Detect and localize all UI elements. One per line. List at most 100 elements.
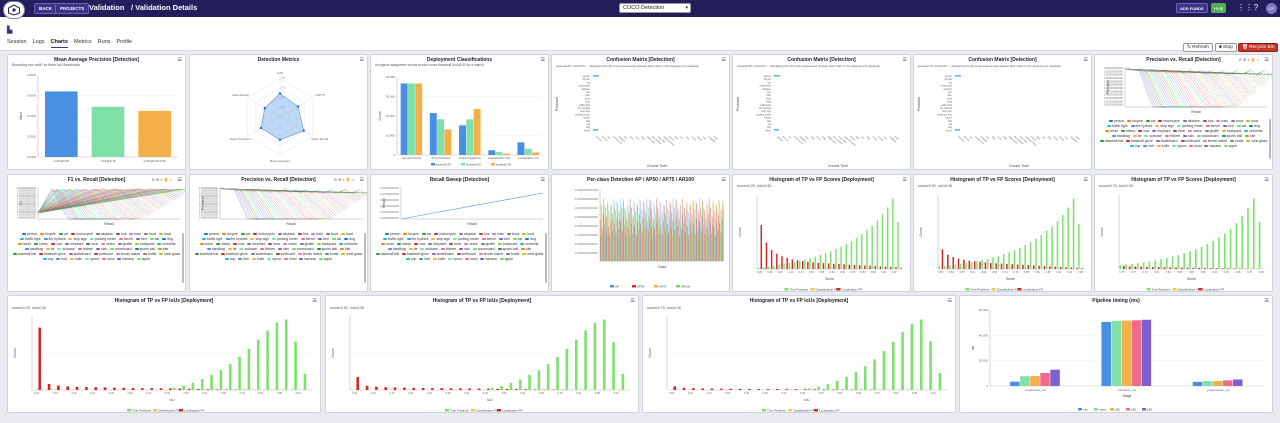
legend-item[interactable]: tie	[408, 247, 417, 251]
legend-item[interactable]: truck	[507, 232, 519, 236]
legend-item[interactable]: zebra	[101, 242, 115, 246]
legend-scrollbar[interactable]	[1269, 119, 1271, 159]
legend-item[interactable]: backpack	[317, 242, 336, 246]
legend-item[interactable]: snowboard	[1196, 134, 1219, 138]
legend-item[interactable]: bear	[1173, 129, 1185, 133]
legend-item[interactable]: train	[129, 232, 141, 236]
legend-item[interactable]: truck	[326, 232, 338, 236]
legend-item[interactable]: backpack	[498, 242, 517, 246]
help-circle-icon[interactable]: ?	[1253, 3, 1259, 12]
legend-item[interactable]: apple	[1223, 144, 1237, 148]
legend-item[interactable]: bus	[297, 232, 308, 236]
legend-item[interactable]: bus	[478, 232, 489, 236]
panel-menu-icon[interactable]: ☰	[630, 298, 635, 304]
legend-item[interactable]: bicycle	[40, 232, 56, 236]
legend-item[interactable]: zebra	[464, 242, 478, 246]
tab-profile[interactable]: Profile	[116, 39, 133, 45]
legend-item[interactable]: wine glass	[522, 252, 543, 256]
legend-item[interactable]: parking meter	[272, 237, 298, 241]
panel-menu-icon[interactable]: ☰	[1083, 57, 1088, 63]
legend-item[interactable]: skis	[96, 247, 107, 251]
legend-item[interactable]: spoon	[267, 257, 281, 261]
legend-item[interactable]: giraffe	[299, 242, 314, 246]
legend-item[interactable]: bowl	[102, 257, 114, 261]
tab-metrics[interactable]: Metrics	[73, 39, 92, 45]
legend-item[interactable]: car	[1145, 119, 1155, 123]
legend-item[interactable]: suitcase	[57, 247, 75, 251]
legend-item[interactable]: boat	[522, 232, 534, 236]
legend-item[interactable]: frisbee	[440, 247, 456, 251]
panel-menu-icon[interactable]: ☰	[540, 177, 545, 183]
legend-item[interactable]: motorcycle	[434, 232, 456, 236]
legend-item[interactable]: person	[1109, 119, 1124, 123]
panel-menu-icon[interactable]: ☰	[1083, 177, 1088, 183]
legend-item[interactable]: airplane	[458, 232, 476, 236]
chart-toolbar-icons[interactable]: ⊖⊕⌕✋⌂	[333, 177, 355, 182]
add-funds-button[interactable]: ADD FUNDS	[1176, 3, 1208, 13]
legend-item[interactable]: bird	[499, 237, 510, 241]
legend-item[interactable]: elephant	[1152, 129, 1170, 133]
legend-item[interactable]: dog	[525, 237, 536, 241]
legend-item[interactable]: frisbee	[259, 247, 275, 251]
legend-item[interactable]: zebra	[283, 242, 297, 246]
legend-item[interactable]: elephant	[247, 242, 265, 246]
legend-item[interactable]: dog	[1249, 124, 1260, 128]
legend-item[interactable]: bowl	[465, 257, 477, 261]
legend-item[interactable]: backpack	[1222, 129, 1241, 133]
legend-item[interactable]: traffic light	[383, 237, 404, 241]
legend-item[interactable]: bench	[118, 237, 133, 241]
legend-item[interactable]: bird	[1223, 124, 1234, 128]
legend-item[interactable]: handbag	[387, 247, 406, 251]
stop-button[interactable]: ■ Stop	[1215, 43, 1237, 52]
legend-item[interactable]: parking meter	[90, 237, 116, 241]
legend-item[interactable]: snowboard	[109, 247, 132, 251]
legend-item[interactable]: dog	[344, 237, 355, 241]
legend-item[interactable]: cow	[1138, 129, 1149, 133]
legend-item[interactable]: dog	[162, 237, 173, 241]
legend-item[interactable]: bowl	[1189, 144, 1201, 148]
legend-item[interactable]: frisbee	[1164, 134, 1180, 138]
legend-item[interactable]: motorcycle	[253, 232, 275, 236]
legend-item[interactable]: sheep	[34, 242, 48, 246]
legend-item[interactable]: giraffe	[480, 242, 495, 246]
legend-item[interactable]: spoon	[85, 257, 99, 261]
legend-item[interactable]: wine glass	[1246, 139, 1267, 143]
legend-item[interactable]: traffic light	[202, 237, 223, 241]
legend-item[interactable]: sports ball	[316, 247, 337, 251]
legend-item[interactable]: giraffe	[1204, 129, 1219, 133]
tab-charts[interactable]: Charts	[50, 39, 68, 48]
legend-item[interactable]: train	[1216, 119, 1228, 123]
legend-item[interactable]: train	[311, 232, 323, 236]
legend-item[interactable]: baseball glove	[402, 252, 429, 256]
legend-item[interactable]: banana	[1204, 144, 1221, 148]
legend-item[interactable]: bottle	[325, 252, 338, 256]
projects-button[interactable]: PROJECTS	[55, 3, 90, 14]
legend-item[interactable]: fork	[1143, 144, 1154, 148]
legend-item[interactable]: snowboard	[472, 247, 495, 251]
legend-item[interactable]: skis	[1183, 134, 1194, 138]
legend-item[interactable]: motorcycle	[71, 232, 93, 236]
tab-runs[interactable]: Runs	[97, 39, 111, 45]
legend-item[interactable]: knife	[433, 257, 445, 261]
legend-item[interactable]: handbag	[1111, 134, 1130, 138]
legend-scrollbar[interactable]	[364, 233, 366, 283]
user-avatar[interactable]: GY	[1266, 3, 1277, 14]
legend-item[interactable]: skateboard	[68, 252, 91, 256]
legend-item[interactable]: cow	[233, 242, 244, 246]
legend-item[interactable]: tennis racket	[115, 252, 140, 256]
legend-item[interactable]: baseball glove	[1126, 139, 1153, 143]
legend-item[interactable]: tie	[227, 247, 236, 251]
legend-item[interactable]: baseball glove	[39, 252, 66, 256]
legend-item[interactable]: cow	[414, 242, 425, 246]
legend-item[interactable]: umbrella	[1244, 129, 1262, 133]
legend-item[interactable]: kite	[521, 247, 531, 251]
legend-item[interactable]: cat	[149, 237, 159, 241]
legend-item[interactable]: tennis racket	[478, 252, 503, 256]
legend-item[interactable]: car	[58, 232, 68, 236]
legend-item[interactable]: bus	[115, 232, 126, 236]
legend-item[interactable]: cup	[42, 257, 53, 261]
legend-item[interactable]: baseball bat	[194, 252, 218, 256]
legend-item[interactable]: surfboard	[456, 252, 476, 256]
legend-item[interactable]: bench	[481, 237, 496, 241]
legend-item[interactable]: kite	[1245, 134, 1255, 138]
